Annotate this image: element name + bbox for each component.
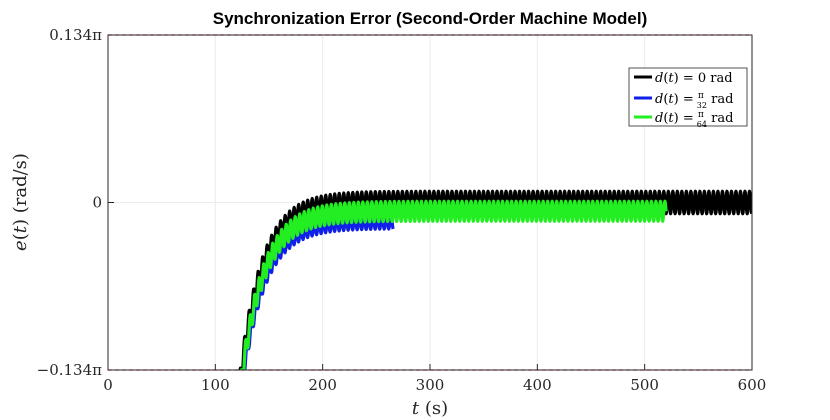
y-axis: −0.134π 0 0.134π (37, 26, 114, 379)
series-2 (239, 199, 668, 370)
y-tick-label-1: 0 (92, 194, 102, 212)
x-tick-label-0: 0 (103, 376, 113, 394)
x-tick-label-6: 600 (738, 376, 767, 394)
x-axis-label: t (s) (412, 398, 448, 419)
y-tick-label-2: 0.134π (49, 26, 102, 44)
y-axis-label: e(t) (rad/s) (10, 153, 31, 251)
series-line-2 (239, 199, 668, 370)
series-group (238, 189, 752, 370)
legend-label-0: d(t) = 0 rad (655, 71, 733, 86)
legend: d(t) = 0 rad d(t) = π 32 rad d(t) = π 64 r… (628, 67, 748, 129)
x-tick-label-2: 200 (308, 376, 337, 394)
x-tick-label-5: 500 (630, 376, 659, 394)
legend-label-1: d(t) = π 32 rad (655, 91, 733, 110)
x-tick-label-1: 100 (201, 376, 230, 394)
y-tick-label-0: −0.134π (37, 361, 103, 379)
legend-label-2: d(t) = π 64 rad (655, 110, 733, 129)
x-tick-label-4: 400 (523, 376, 552, 394)
x-axis: 0 100 200 300 400 500 600 (103, 364, 766, 394)
x-tick-label-3: 300 (416, 376, 445, 394)
chart-title: Synchronization Error (Second-Order Mach… (213, 9, 648, 28)
